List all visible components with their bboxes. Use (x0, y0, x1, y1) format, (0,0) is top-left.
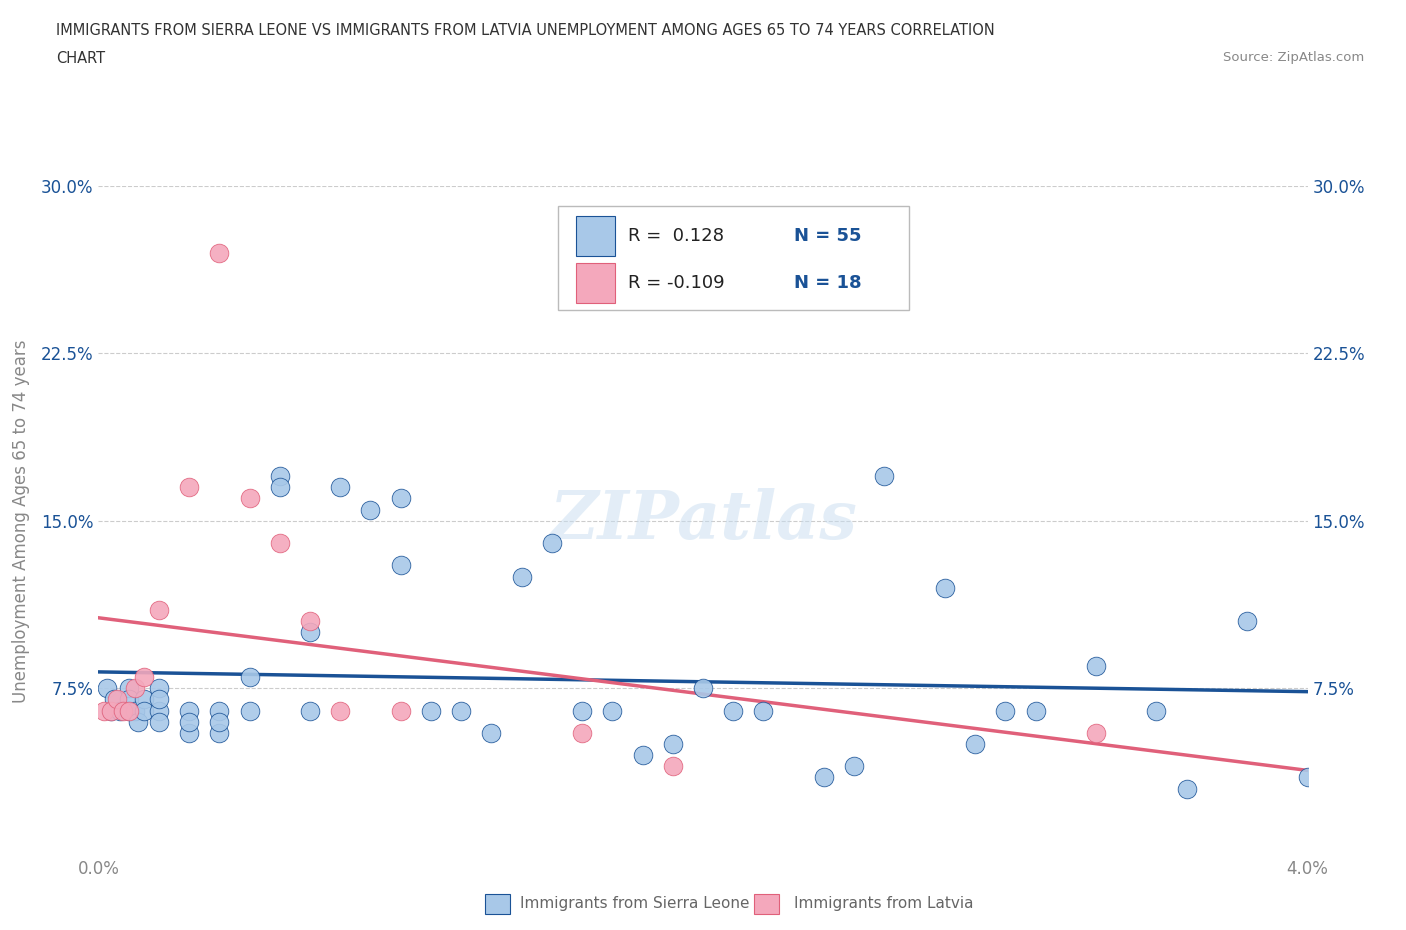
Point (269, 536, 291, 551)
Point (105, 692, 128, 707)
Point (965, 737, 987, 751)
Point (662, 759, 685, 774)
Point (208, 703, 231, 718)
Point (132, 703, 155, 718)
Text: Source: ZipAtlas.com: Source: ZipAtlas.com (1223, 51, 1364, 64)
Point (389, 558, 412, 573)
Point (571, 703, 593, 718)
Point (481, 725, 503, 740)
Point (450, 703, 472, 718)
Bar (754, 894, 779, 914)
Point (103, 692, 125, 707)
Point (269, 480, 291, 495)
Point (692, 681, 714, 696)
Text: N = 18: N = 18 (793, 274, 862, 292)
Point (108, 703, 131, 718)
Point (132, 670, 155, 684)
Point (124, 681, 146, 696)
Point (100, 703, 122, 718)
Point (329, 703, 352, 718)
Text: CHART: CHART (56, 51, 105, 66)
Point (100, 703, 122, 718)
Point (299, 703, 322, 718)
Text: R = -0.109: R = -0.109 (628, 274, 724, 292)
Point (132, 692, 155, 707)
Point (752, 703, 775, 718)
Y-axis label: Unemployment Among Ages 65 to 74 years: Unemployment Among Ages 65 to 74 years (11, 339, 30, 702)
Point (1296, 770, 1319, 785)
Point (844, 759, 866, 774)
Point (994, 703, 1017, 718)
Point (179, 480, 201, 495)
Point (602, 703, 624, 718)
Point (179, 703, 201, 718)
Text: IMMIGRANTS FROM SIERRA LEONE VS IMMIGRANTS FROM LATVIA UNEMPLOYMENT AMONG AGES 6: IMMIGRANTS FROM SIERRA LEONE VS IMMIGRAN… (56, 23, 995, 38)
Point (93, 703, 115, 718)
FancyBboxPatch shape (576, 263, 614, 303)
Point (208, 246, 231, 260)
Point (148, 703, 170, 718)
Point (118, 681, 141, 696)
Point (239, 703, 262, 718)
Point (208, 714, 231, 729)
Point (179, 714, 201, 729)
FancyBboxPatch shape (576, 216, 614, 257)
Point (662, 737, 685, 751)
Point (127, 714, 149, 729)
Point (571, 725, 593, 740)
Point (118, 703, 141, 718)
Point (148, 681, 170, 696)
Text: R =  0.128: R = 0.128 (628, 227, 724, 246)
Point (329, 480, 352, 495)
Point (118, 703, 141, 718)
Point (1085, 658, 1108, 673)
Point (208, 725, 231, 740)
Point (1236, 614, 1258, 629)
Point (541, 536, 564, 551)
Point (873, 469, 896, 484)
Point (179, 725, 201, 740)
Point (420, 703, 443, 718)
Point (360, 502, 382, 517)
Point (1085, 725, 1108, 740)
Point (148, 714, 170, 729)
Point (148, 603, 170, 618)
Point (389, 491, 412, 506)
Point (124, 703, 146, 718)
Point (96, 681, 118, 696)
Point (631, 748, 654, 763)
Point (148, 692, 170, 707)
Point (111, 703, 134, 718)
Text: Immigrants from Latvia: Immigrants from Latvia (794, 897, 974, 911)
Point (1146, 703, 1168, 718)
Point (934, 580, 956, 595)
Point (723, 703, 745, 718)
Point (299, 614, 322, 629)
Text: N = 55: N = 55 (793, 227, 862, 246)
Point (239, 491, 262, 506)
Text: Immigrants from Sierra Leone: Immigrants from Sierra Leone (520, 897, 749, 911)
Point (239, 670, 262, 684)
Text: ZIPatlas: ZIPatlas (550, 488, 856, 553)
Bar (485, 894, 510, 914)
FancyBboxPatch shape (558, 206, 908, 310)
Point (299, 625, 322, 640)
Point (1175, 781, 1198, 796)
Point (510, 569, 533, 584)
Point (269, 469, 291, 484)
Point (389, 703, 412, 718)
Point (118, 692, 141, 707)
Point (813, 770, 835, 785)
Point (1025, 703, 1047, 718)
